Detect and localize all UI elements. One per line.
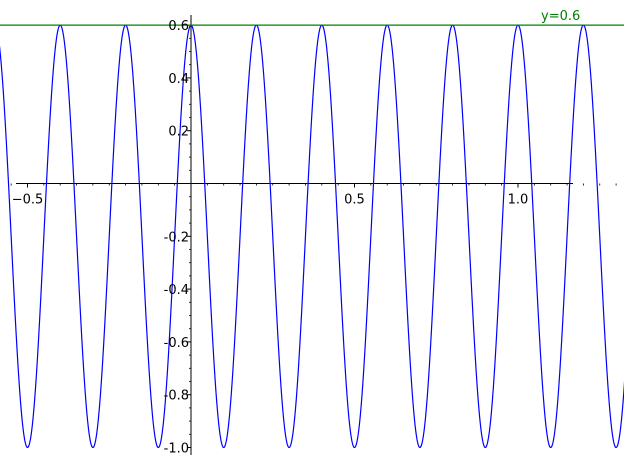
y-tick-label: -0.2: [164, 230, 189, 245]
y-tick-label: -0.4: [164, 283, 189, 298]
x-tick-label: 0.5: [344, 193, 365, 208]
y-tick-label: -0.8: [164, 389, 189, 404]
hline-label: y=0.6: [541, 9, 580, 24]
x-tick-label: 1.0: [508, 193, 529, 208]
tick-labels: −1.0−0.50.51.01.52.00.60.40.2-0.2-0.4-0.…: [12, 9, 581, 457]
y-tick-label: -0.6: [164, 336, 189, 351]
y-tick-label: 0.4: [168, 72, 189, 87]
y-tick-label: 0.6: [168, 19, 189, 34]
plot-series: [0, 24, 624, 449]
axes: [10, 15, 617, 455]
y-tick-label: 0.2: [168, 125, 189, 140]
y-tick-label: -1.0: [164, 442, 189, 457]
series-oscillation: [0, 24, 624, 449]
x-tick-label: −0.5: [12, 193, 44, 208]
